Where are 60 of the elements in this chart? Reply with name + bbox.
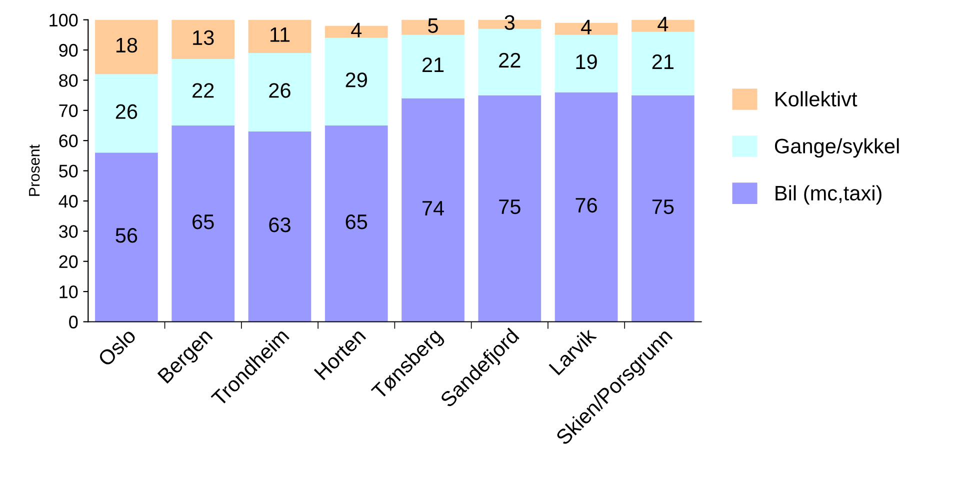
y-tick-label: 60	[59, 134, 78, 148]
data-label: 4	[351, 22, 362, 38]
y-tick-label: 50	[59, 164, 78, 178]
data-label: 26	[116, 104, 138, 119]
data-label: 63	[269, 217, 290, 232]
bar	[402, 20, 464, 35]
bar	[324, 38, 388, 126]
bar	[402, 98, 464, 322]
data-label: 21	[652, 54, 674, 69]
bar	[172, 20, 235, 60]
data-label: 76	[576, 198, 597, 213]
y-tick-label: 100	[50, 14, 78, 27]
bar	[172, 125, 235, 322]
data-label: 75	[499, 200, 520, 214]
bar	[172, 59, 235, 126]
y-axis-title: Prosent	[29, 144, 40, 196]
data-label: 5	[428, 18, 438, 33]
data-label: 22	[192, 83, 214, 98]
y-tick-label: 10	[60, 285, 78, 298]
legend-label: Bil (mc,taxi)	[776, 185, 882, 205]
y-tick-label: 70	[59, 104, 78, 118]
data-label: 26	[269, 83, 290, 98]
data-label: 4	[658, 16, 668, 32]
data-label: 56	[116, 228, 138, 243]
data-label: 65	[346, 214, 368, 230]
y-tick-label: 80	[59, 74, 78, 87]
bar	[402, 34, 464, 98]
legend-label: Gange/sykkel	[774, 138, 899, 158]
bar	[248, 53, 312, 132]
bar	[632, 95, 694, 322]
data-label: 75	[652, 200, 674, 214]
bar	[95, 74, 158, 153]
bar	[478, 28, 542, 96]
bar	[554, 34, 618, 92]
bar	[248, 20, 312, 54]
data-label: 4	[580, 20, 592, 34]
data-label: 3	[504, 15, 515, 30]
data-label: 11	[270, 27, 290, 42]
bar	[95, 20, 158, 74]
y-tick-label: 20	[59, 255, 78, 268]
legend-label: Kollektivt	[776, 91, 858, 106]
y-tick-label: 90	[59, 44, 78, 57]
bar	[554, 92, 618, 322]
bar	[632, 32, 694, 96]
y-tick-label: 0	[69, 316, 78, 328]
data-label: 65	[192, 214, 214, 230]
data-label: 74	[422, 201, 444, 216]
data-label: 22	[499, 52, 520, 68]
data-label: 29	[346, 72, 367, 88]
data-label: 21	[422, 57, 444, 72]
bar	[478, 95, 542, 322]
data-label: 18	[116, 38, 138, 53]
bar	[324, 125, 388, 322]
data-label: 13	[193, 30, 214, 46]
bar	[248, 132, 312, 322]
y-tick-label: 30	[59, 225, 78, 238]
bar	[95, 152, 158, 322]
x-tick-label: Oslo	[96, 327, 137, 368]
y-tick-label: 40	[58, 194, 78, 208]
data-label: 19	[576, 54, 597, 70]
